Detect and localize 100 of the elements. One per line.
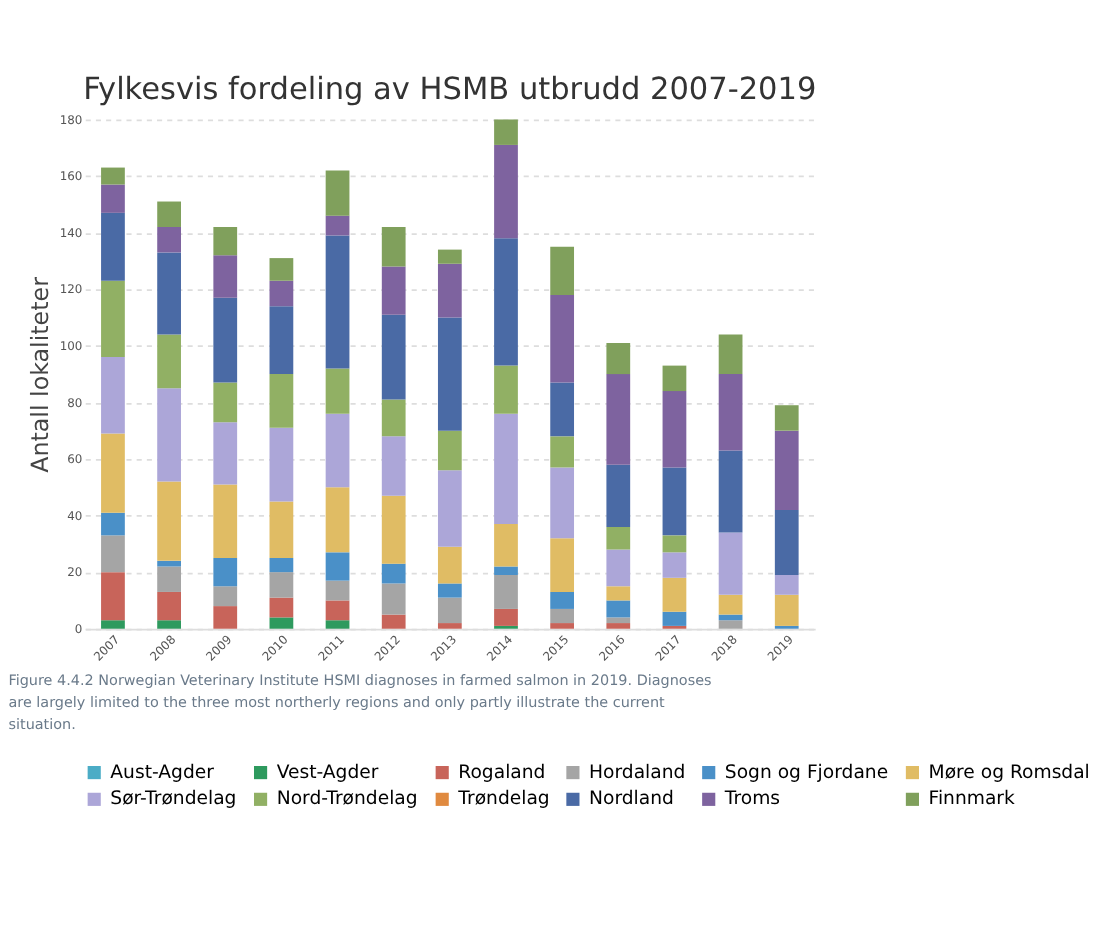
- bar: [774, 405, 799, 431]
- bar: [101, 184, 125, 213]
- bar: [269, 572, 294, 598]
- bar: [269, 501, 294, 558]
- bar: [213, 606, 238, 629]
- bar: [718, 594, 743, 615]
- bar: [774, 574, 799, 595]
- bar: [550, 608, 575, 624]
- bar: [325, 368, 350, 414]
- bar: [437, 583, 462, 598]
- bar: [606, 549, 631, 587]
- bar: [213, 586, 238, 607]
- bar: [269, 280, 294, 307]
- bar: [718, 532, 743, 595]
- bar: [101, 212, 125, 281]
- bar: [662, 611, 687, 626]
- bar: [494, 608, 518, 626]
- bar: [662, 391, 687, 468]
- bar: [494, 413, 518, 525]
- legend-label: Rogaland: [458, 761, 546, 784]
- legend-label: Sogn og Fjordane: [724, 761, 889, 784]
- bar: [550, 436, 575, 468]
- bar: [325, 580, 350, 601]
- bar: [269, 427, 294, 502]
- bar: [325, 413, 350, 488]
- bar: [213, 422, 238, 485]
- bar: [774, 509, 799, 575]
- bar: [381, 563, 406, 584]
- bar: [437, 597, 462, 624]
- bar: [606, 374, 631, 465]
- bar: [550, 246, 575, 295]
- bar: [101, 167, 125, 185]
- bar: [437, 470, 462, 547]
- bar: [269, 617, 294, 629]
- bar: [325, 170, 350, 216]
- bar: [494, 144, 518, 239]
- bar: [101, 512, 125, 536]
- bar: [157, 566, 181, 592]
- bar: [550, 591, 575, 609]
- bar: [381, 266, 406, 315]
- bar: [157, 481, 181, 561]
- bar: [269, 258, 294, 281]
- bar: [550, 623, 575, 629]
- legend-label: Nord-Trøndelag: [276, 788, 418, 811]
- bar: [157, 201, 181, 227]
- bar: [606, 623, 631, 629]
- bar: [494, 566, 518, 575]
- bar: [101, 572, 125, 621]
- bar: [157, 252, 181, 335]
- bar: [269, 558, 294, 573]
- bar: [157, 334, 181, 389]
- bar: [606, 600, 631, 618]
- bar: [325, 600, 350, 621]
- legend-label: Sør-Trøndelag: [110, 788, 237, 811]
- bar: [157, 560, 181, 567]
- bar: [381, 399, 406, 437]
- bar: [157, 591, 181, 621]
- legend-label: Møre og Romsdal: [928, 761, 1090, 784]
- bar: [381, 226, 406, 267]
- bar: [662, 365, 687, 392]
- bar: [662, 577, 687, 612]
- bar: [325, 215, 350, 236]
- bar: [606, 464, 631, 527]
- bar: [213, 255, 238, 298]
- chart-title: Fylkesvis fordeling av HSMB utbrudd 2007-2019: [83, 71, 817, 108]
- bar: [269, 374, 294, 428]
- legend-label: Finnmark: [928, 788, 1017, 811]
- bar: [269, 597, 294, 618]
- bar: [494, 574, 518, 609]
- bar: [662, 552, 687, 578]
- bar: [437, 623, 462, 629]
- legend-label: Nordland: [589, 788, 675, 811]
- y-axis-title: Antall lokaliteter: [25, 276, 54, 473]
- bar: [381, 614, 406, 629]
- bar: [494, 365, 518, 414]
- bar: [606, 526, 631, 550]
- bar: [381, 436, 406, 496]
- bar: [662, 535, 687, 553]
- legend-label: Troms: [722, 788, 781, 811]
- bar: [718, 374, 743, 451]
- bar: [437, 263, 462, 318]
- bar: [157, 620, 181, 629]
- bar: [381, 583, 406, 615]
- bar: [494, 524, 518, 567]
- bar: [606, 617, 631, 624]
- bar: [494, 238, 518, 366]
- bar: [269, 306, 294, 375]
- bar: [550, 467, 575, 539]
- bar: [494, 119, 518, 145]
- bar: [437, 317, 462, 431]
- legend-label: Vest-Agder: [276, 761, 379, 784]
- bar: [437, 546, 462, 584]
- bar: [101, 357, 125, 434]
- bar: [774, 430, 799, 510]
- bar: [325, 487, 350, 553]
- bar: [213, 558, 238, 587]
- bar: [157, 388, 181, 482]
- bar: [325, 552, 350, 581]
- bar: [325, 235, 350, 369]
- bar: [718, 620, 743, 629]
